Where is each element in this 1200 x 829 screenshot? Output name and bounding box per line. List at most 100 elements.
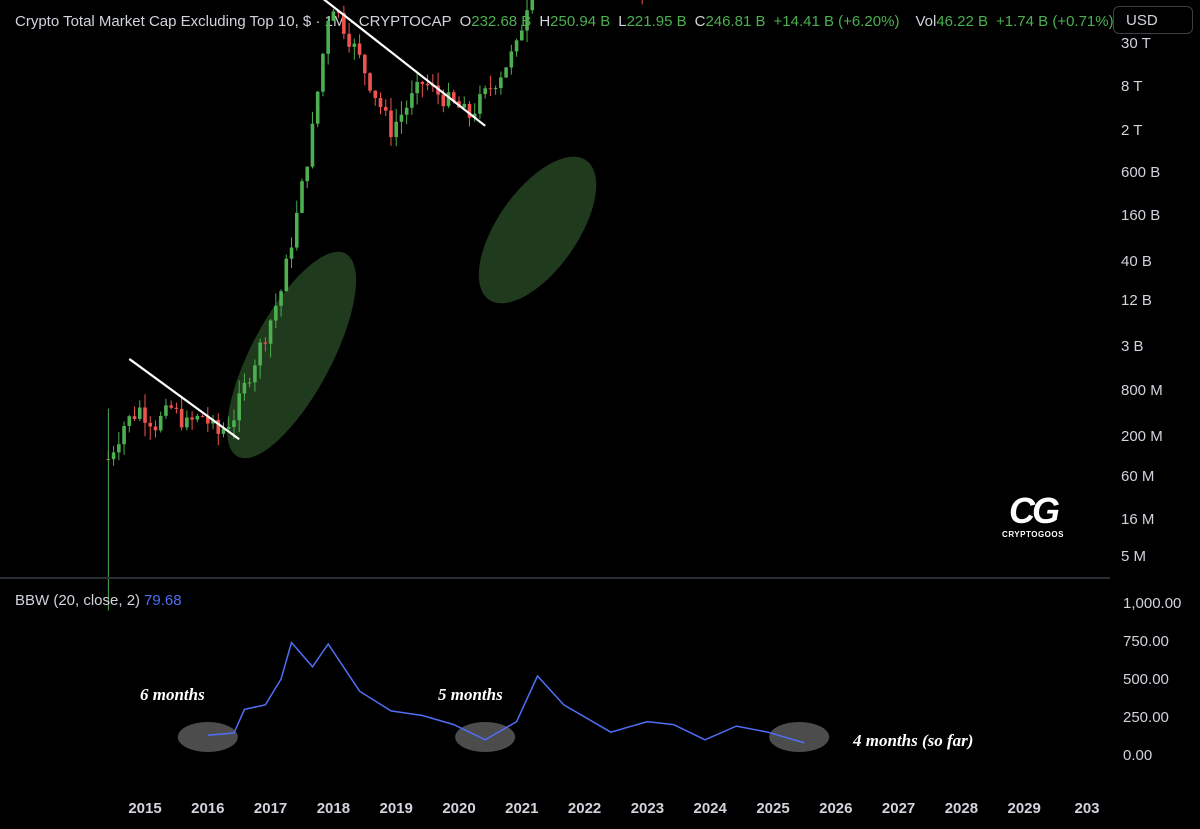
candle-body <box>185 417 189 428</box>
candle-body <box>153 426 158 431</box>
bbw-axis-tick: 750.00 <box>1123 633 1169 650</box>
candle-body <box>216 419 221 434</box>
candle-body <box>514 40 519 52</box>
candle-body <box>404 107 409 115</box>
candle-body <box>310 123 315 167</box>
time-axis-tick: 2018 <box>317 800 350 817</box>
candle-body <box>258 342 262 366</box>
candle-body <box>446 92 451 107</box>
time-axis-tick: 2019 <box>380 800 413 817</box>
candle-body <box>300 181 304 213</box>
candle-body <box>363 54 367 74</box>
close-value: 246.81 B <box>705 12 766 30</box>
candle-body <box>158 415 163 431</box>
candle-body <box>305 166 310 182</box>
time-axis-tick: 2021 <box>505 800 538 817</box>
low-label: L <box>618 12 627 30</box>
candle-body <box>410 93 414 108</box>
candle-body <box>347 33 351 47</box>
price-axis-tick: 12 B <box>1121 292 1152 309</box>
high-label: H <box>539 12 551 30</box>
time-axis-tick: 2015 <box>128 800 161 817</box>
time-axis-tick: 203 <box>1074 800 1099 817</box>
logo-mark: CG <box>1009 490 1060 531</box>
bbw-axis-tick: 0.00 <box>1123 747 1152 764</box>
bbw-axis-tick: 250.00 <box>1123 709 1169 726</box>
candle-body <box>441 94 446 107</box>
price-axis-tick: 600 B <box>1121 164 1160 181</box>
indicator-name: BBW (20, close, 2) <box>15 592 141 609</box>
price-axis-tick: 30 T <box>1121 35 1151 52</box>
indicator-value: 79.68 <box>144 592 182 609</box>
price-axis-tick: 16 M <box>1121 511 1154 528</box>
candle-body <box>394 121 398 138</box>
trend-line[interactable] <box>312 0 486 127</box>
candle-body <box>373 90 378 98</box>
time-axis-tick: 2022 <box>568 800 601 817</box>
indicator-legend[interactable]: BBW (20, close, 2) 79.68 <box>15 592 182 609</box>
high-value: 250.94 B <box>550 12 611 30</box>
candle-body <box>195 415 200 420</box>
brand-logo: CG CRYPTOGOOS <box>996 490 1070 540</box>
time-axis-tick: 2016 <box>191 800 224 817</box>
candle-body <box>164 405 168 416</box>
candle-body <box>143 407 147 423</box>
candle-body <box>174 407 179 409</box>
candle-body <box>247 382 252 384</box>
price-axis-tick: 5 M <box>1121 548 1146 565</box>
highlight-zone <box>478 156 597 304</box>
candle-body <box>525 10 529 31</box>
volume-value: 46.22 B <box>936 12 989 30</box>
price-axis-tick: 8 T <box>1121 78 1142 95</box>
candle-body <box>111 452 116 460</box>
time-axis-tick: 2024 <box>694 800 728 817</box>
bbw-series-line <box>207 640 805 744</box>
candle-body <box>200 415 205 417</box>
candle-body <box>289 247 294 259</box>
duration-annotation: 5 months <box>438 685 503 704</box>
candle-body <box>378 97 383 108</box>
low-value: 221.95 B <box>626 12 687 30</box>
candle-body <box>352 43 357 47</box>
candle-body <box>127 416 132 426</box>
candle-body <box>117 444 121 453</box>
bbw-axis-tick: 1,000.00 <box>1123 595 1181 612</box>
trend-line[interactable] <box>128 358 240 441</box>
candle-body <box>504 67 508 78</box>
logo-text: CRYPTOGOOS <box>1002 530 1064 539</box>
candle-body <box>415 81 419 94</box>
time-axis-tick: 2025 <box>756 800 789 817</box>
time-axis-tick: 2023 <box>631 800 664 817</box>
time-axis-tick: 2028 <box>945 800 978 817</box>
currency-button[interactable]: USD <box>1113 6 1193 34</box>
open-label: O <box>459 12 472 30</box>
time-axis-tick: 2017 <box>254 800 287 817</box>
candle-body <box>467 103 472 118</box>
time-axis-tick: 2029 <box>1008 800 1041 817</box>
candle-body <box>169 405 173 408</box>
candle-body <box>294 212 299 248</box>
highlight-zone <box>227 251 357 459</box>
candle-body <box>472 113 477 118</box>
candle-body <box>389 110 393 138</box>
close-label: C <box>694 12 706 30</box>
bbw-axis-tick: 500.00 <box>1123 671 1169 688</box>
candle-body <box>488 88 493 90</box>
candle-body <box>206 416 210 424</box>
open-value: 232.68 B <box>471 12 532 30</box>
candle-body <box>383 107 388 111</box>
duration-annotation: 6 months <box>140 685 205 704</box>
candle-body <box>520 30 524 41</box>
candle-body <box>342 12 346 34</box>
candle-body <box>211 419 215 424</box>
candle-body <box>284 258 289 292</box>
price-axis-tick: 200 M <box>1121 428 1163 445</box>
candle-body <box>399 114 404 122</box>
candle-body <box>509 51 514 68</box>
candle-body <box>478 94 482 114</box>
candle-body <box>253 365 257 383</box>
candle-body <box>483 88 487 95</box>
candle-body <box>321 53 325 92</box>
volume-label: Vol <box>915 12 937 30</box>
